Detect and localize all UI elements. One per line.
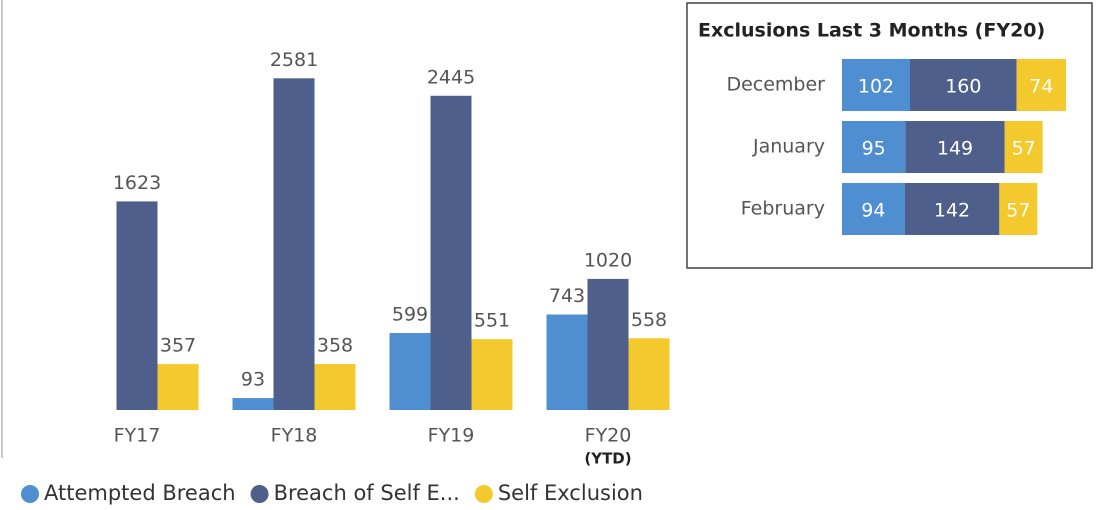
y-tick-label: February — [741, 198, 825, 220]
bar-segment — [910, 59, 1017, 111]
value-label: 2445 — [427, 66, 475, 88]
legend-marker — [474, 485, 493, 503]
bar — [314, 363, 356, 410]
bar — [628, 338, 670, 410]
value-label: 2581 — [270, 49, 318, 71]
value-label: 149 — [937, 138, 973, 160]
bar-segment — [999, 183, 1038, 235]
bar — [389, 333, 431, 410]
inset-title: Exclusions Last 3 Months (FY20) — [698, 20, 1045, 42]
bar-segment — [842, 59, 910, 111]
bar — [471, 339, 513, 410]
value-label: 1020 — [584, 249, 632, 271]
bar — [546, 314, 588, 410]
bar — [232, 398, 274, 410]
legend-label: Breach of Self E... — [274, 481, 460, 505]
bar-segment — [842, 183, 905, 235]
value-label: 358 — [317, 334, 353, 356]
bar-segment — [1016, 59, 1066, 111]
legend-label: Attempted Breach — [44, 481, 236, 505]
value-label: 102 — [858, 76, 894, 98]
bar-segment — [842, 121, 906, 173]
value-label: 142 — [934, 200, 970, 222]
x-tick-sublabel: (YTD) — [584, 450, 631, 468]
y-tick-label: January — [752, 136, 825, 158]
value-label: 551 — [474, 310, 510, 332]
bar — [430, 95, 472, 411]
bar-segment — [905, 121, 1005, 173]
bar-segment — [904, 183, 1000, 235]
value-label: 160 — [945, 76, 981, 98]
value-label: 57 — [1006, 200, 1030, 222]
legend-label: Self Exclusion — [498, 481, 643, 505]
x-tick-label: FY18 — [271, 425, 318, 447]
value-label: 558 — [631, 309, 667, 331]
bar — [116, 201, 158, 410]
value-label: 743 — [549, 285, 585, 307]
x-tick-label: FY19 — [428, 425, 475, 447]
x-tick-label: FY20 — [585, 425, 632, 447]
bar — [273, 78, 315, 410]
value-label: 94 — [861, 200, 885, 222]
value-label: 599 — [392, 304, 428, 326]
bar — [157, 364, 199, 410]
y-tick-label: December — [726, 74, 825, 96]
legend-marker — [21, 485, 39, 503]
value-label: 93 — [241, 369, 265, 391]
x-tick-label: FY17 — [114, 425, 161, 447]
value-label: 1623 — [113, 172, 161, 194]
value-label: 57 — [1012, 138, 1036, 160]
bar-segment — [1004, 121, 1043, 173]
value-label: 74 — [1029, 76, 1053, 98]
value-label: 357 — [160, 335, 196, 357]
value-label: 95 — [862, 138, 886, 160]
bar — [587, 278, 629, 410]
legend-marker — [250, 485, 269, 503]
